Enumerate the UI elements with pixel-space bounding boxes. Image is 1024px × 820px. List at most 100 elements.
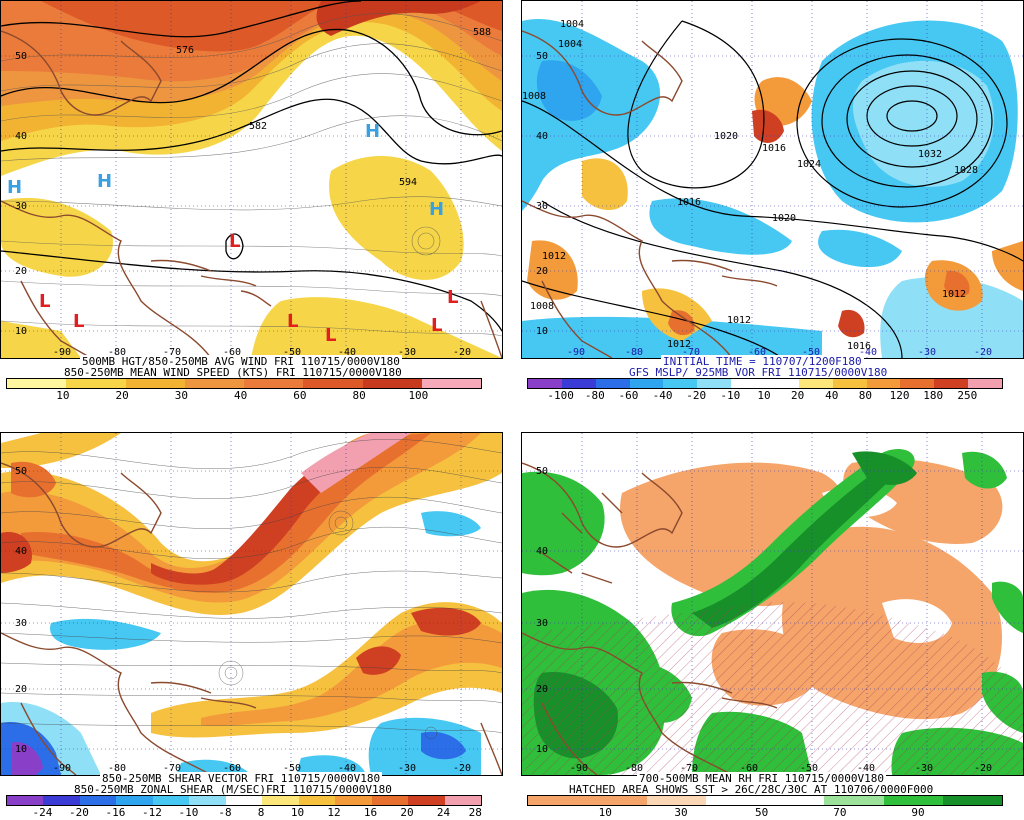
lon-label: -60: [748, 347, 766, 358]
colorbar-swatch: [646, 796, 706, 805]
lat-label: 40: [536, 131, 548, 142]
colorbar-swatch: [152, 796, 190, 805]
lon-label: -30: [398, 763, 416, 774]
tick-label: 70: [833, 806, 847, 819]
lat-label: 10: [536, 744, 548, 755]
lat-label: 30: [536, 618, 548, 629]
isobar-label: 1016: [677, 197, 701, 208]
lon-label: -20: [453, 347, 471, 358]
colorbar: [6, 795, 482, 806]
colorbar-swatch: [66, 379, 126, 388]
tick-label: 20: [400, 806, 414, 819]
colorbar-swatch: [189, 796, 226, 805]
lat-label: 50: [15, 51, 27, 62]
tick-label: 30: [174, 389, 188, 402]
lon-label: -30: [398, 347, 416, 358]
lat-label: 40: [15, 546, 27, 557]
isobar-label: 1004: [560, 19, 584, 30]
colorbar-swatch: [705, 796, 765, 805]
contour-label: 594: [399, 177, 417, 188]
colorbar-swatch: [900, 379, 935, 388]
colorbar-swatch: [7, 796, 44, 805]
tick-label: 20: [791, 389, 805, 402]
tick-label: -40: [652, 389, 673, 402]
lon-label: -20: [453, 763, 471, 774]
panel-bottom-left: 50 40 30 20 10 -90 -80 -70 -60 -50 -40 -…: [0, 432, 503, 819]
colorbar-swatch: [528, 796, 588, 805]
lon-label: -70: [682, 347, 700, 358]
caption-line-2: 850-250MB ZONAL SHEAR (M/SEC)FRI 110715/…: [74, 783, 392, 796]
colorbar-swatch: [968, 379, 1003, 388]
panel-top-left: 50 40 30 20 10 -90 -80 -70 -60 -50 -40 -…: [0, 0, 503, 402]
colorbar: [6, 378, 482, 389]
colorbar-swatch: [303, 379, 363, 388]
tick-label: 24: [436, 806, 451, 819]
isobar-label: 1016: [762, 143, 786, 154]
colorbar-swatch: [421, 379, 481, 388]
lat-label: 10: [15, 744, 27, 755]
lon-label: -70: [163, 347, 181, 358]
low-marker: L: [325, 325, 336, 346]
high-marker: H: [365, 121, 380, 142]
lat-label: 50: [15, 466, 27, 477]
colorbar-swatch: [595, 379, 630, 388]
tick-label: 12: [327, 806, 341, 819]
colorbar-swatch: [798, 379, 833, 388]
lon-label: -40: [338, 763, 356, 774]
low-marker: L: [73, 311, 84, 332]
tick-label: 10: [757, 389, 771, 402]
colorbar-swatch: [244, 379, 304, 388]
colorbar-swatch: [408, 796, 445, 805]
isobar-label: 1008: [530, 301, 554, 312]
tick-label: 10: [598, 806, 612, 819]
colorbar-ticks: -100 -80 -60 -40 -20 -10 10 20 40 80 120…: [527, 389, 1001, 403]
colorbar-swatch: [832, 379, 867, 388]
caption-line-1: INITIAL TIME = 110707/1200F180: [661, 355, 864, 368]
tick-label: -20: [686, 389, 707, 402]
colorbar-swatch: [225, 796, 263, 805]
tick-label: 20: [115, 389, 129, 402]
lat-label: 30: [15, 201, 27, 212]
tick-label: -12: [142, 806, 162, 819]
isobar-label: 1024: [797, 159, 821, 170]
colorbar-swatch: [528, 379, 562, 388]
lat-label: 10: [15, 326, 27, 337]
colorbar-swatch: [79, 796, 117, 805]
tick-label: -8: [218, 806, 232, 819]
colorbar-swatch: [942, 796, 1002, 805]
lat-label: 20: [536, 684, 548, 695]
colorbar-swatch: [184, 379, 244, 388]
lon-label: -90: [567, 347, 585, 358]
lon-label: -50: [800, 763, 818, 774]
lat-label: 40: [15, 131, 27, 142]
tick-label: -60: [618, 389, 639, 402]
colorbar-swatch: [125, 379, 185, 388]
lon-label: -60: [740, 763, 758, 774]
colorbar-swatch: [765, 379, 799, 388]
colorbar-swatch: [561, 379, 596, 388]
lon-label: -60: [223, 763, 241, 774]
lon-label: -40: [338, 347, 356, 358]
map-wind-speed: 50 40 30 20 10 -90 -80 -70 -60 -50 -40 -…: [0, 0, 503, 359]
map-zonal-shear: 50 40 30 20 10 -90 -80 -70 -60 -50 -40 -…: [0, 432, 503, 776]
lon-label: -90: [570, 763, 588, 774]
lon-label: -60: [223, 347, 241, 358]
low-marker: L: [39, 291, 50, 312]
lon-label: -80: [108, 763, 126, 774]
map-mslp-vorticity: 50 40 30 20 10 -90 -80 -70 -60 -50 -40 -…: [521, 0, 1024, 359]
tick-label: 40: [234, 389, 248, 402]
colorbar-ticks: 10 30 50 70 90: [527, 806, 1001, 820]
colorbar-swatch: [663, 379, 698, 388]
lat-label: 20: [536, 266, 548, 277]
low-marker: L: [287, 311, 298, 332]
lon-label: -80: [108, 347, 126, 358]
lon-label: -80: [625, 763, 643, 774]
tick-label: -100: [547, 389, 574, 402]
colorbar: [527, 378, 1003, 389]
colorbar-ticks: -24 -20 -16 -12 -10 -8 8 10 12 16 20 24 …: [6, 806, 482, 820]
map-relative-humidity: 50 40 30 20 10 -90 -80 -70 -60 -50 -40 -…: [521, 432, 1024, 776]
tick-label: -80: [584, 389, 605, 402]
isobar-label: 1012: [542, 251, 566, 262]
lon-label: -70: [163, 763, 181, 774]
low-marker: L: [447, 287, 458, 308]
